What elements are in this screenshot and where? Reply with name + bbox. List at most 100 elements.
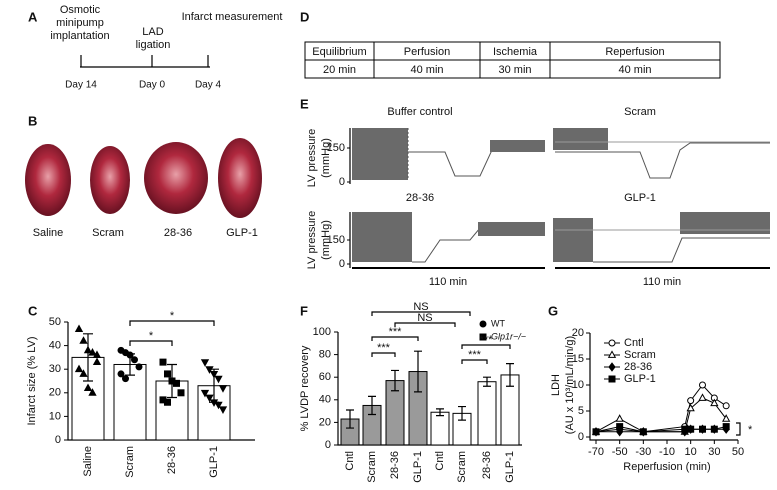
data-point <box>92 357 102 366</box>
data-point <box>88 348 97 356</box>
data-point <box>200 389 210 398</box>
data-point <box>83 345 93 354</box>
y-tick-label: 150 <box>327 142 345 154</box>
panel-label: F <box>300 303 308 318</box>
data-point <box>164 370 171 378</box>
data-point <box>205 394 214 403</box>
y-tick-label: 30 <box>49 363 61 375</box>
significance-bracket <box>371 352 396 357</box>
y-tick-label: 0 <box>339 176 345 188</box>
data-point <box>218 406 228 414</box>
y-tick-label: 5 <box>578 405 584 417</box>
data-point <box>722 402 730 410</box>
panel-label: G <box>548 303 558 318</box>
x-tick-label: GLP-1 <box>208 446 220 478</box>
y-tick-label: 0 <box>339 258 345 270</box>
data-point <box>616 423 624 431</box>
y-tick-label: 20 <box>572 327 584 339</box>
data-point <box>686 403 695 412</box>
x-tick-label: Cntl <box>344 451 356 471</box>
y-tick-label: 80 <box>319 349 331 361</box>
x-tick-label: GLP-1 <box>412 451 424 483</box>
legend-label: GLP-1 <box>624 373 656 385</box>
phase-label: Ischemia <box>493 46 538 58</box>
panel-label: C <box>28 303 38 318</box>
y-tick-label: 50 <box>49 316 61 328</box>
x-tick-label: GLP-1 <box>504 451 516 483</box>
legend-marker <box>607 350 617 358</box>
legend-label: Glp1r−/− <box>491 331 526 341</box>
panel-label: A <box>28 9 38 24</box>
data-point <box>710 425 718 433</box>
significance-label: *** <box>480 334 494 346</box>
significance-bracket <box>461 359 488 364</box>
event-label: LAD <box>142 26 163 38</box>
y-axis-label: (mmHg) <box>320 138 332 178</box>
significance-bracket <box>461 344 511 349</box>
y-axis-label: LV pressure <box>306 129 318 188</box>
data-point <box>117 370 125 378</box>
data-point <box>218 385 228 393</box>
significance-label: NS <box>413 301 428 313</box>
y-axis-label: LV pressure <box>306 211 318 270</box>
data-point <box>615 414 624 422</box>
legend-marker <box>479 320 487 328</box>
significance-label: * <box>170 310 175 322</box>
x-tick-label: Scram <box>366 451 378 483</box>
error-bar <box>391 369 399 392</box>
data-point <box>83 383 93 391</box>
error-bar <box>506 363 514 387</box>
y-tick-label: 20 <box>319 416 331 428</box>
legend-label: WT <box>491 318 505 328</box>
data-line <box>595 384 727 433</box>
data-point <box>126 351 134 359</box>
error-bar <box>346 409 354 429</box>
x-tick-label: -70 <box>588 446 604 458</box>
data-point <box>74 324 84 332</box>
y-axis-label: % LVDP recovery <box>299 345 311 431</box>
heart-image <box>218 138 262 218</box>
data-point <box>699 425 706 433</box>
data-point <box>698 393 707 401</box>
bar <box>430 411 450 446</box>
event-label: minipump <box>56 17 104 29</box>
trace-title: Scram <box>624 106 656 118</box>
event-label: ligation <box>136 39 171 51</box>
legend-label: Cntl <box>624 337 644 349</box>
day-label: Day 4 <box>195 80 222 91</box>
phase-label: Reperfusion <box>605 46 664 58</box>
y-tick-label: 40 <box>49 340 61 352</box>
data-point <box>177 389 185 397</box>
data-point <box>639 428 647 436</box>
group-label: Saline <box>33 227 64 239</box>
x-tick-label: -50 <box>612 446 628 458</box>
significance-bracket <box>129 320 215 326</box>
legend-marker <box>608 339 616 347</box>
y-tick-label: 0 <box>325 439 331 451</box>
significance-bracket <box>394 322 456 327</box>
data-point <box>164 398 171 406</box>
error-bar <box>436 408 444 417</box>
data-point <box>131 356 138 364</box>
phase-label: Perfusion <box>404 46 450 58</box>
y-axis-label: LDH <box>550 374 562 396</box>
y-axis-label: Infarct size (% LV) <box>26 336 38 425</box>
panel-label: B <box>28 113 37 128</box>
data-point <box>722 414 731 422</box>
phase-duration: 30 min <box>498 64 531 76</box>
panel-label: D <box>300 9 309 24</box>
y-tick-label: 0 <box>578 431 584 443</box>
data-point <box>79 369 88 377</box>
phase-duration: 20 min <box>323 64 356 76</box>
legend-marker <box>608 362 616 372</box>
error-bar <box>458 405 466 421</box>
heart-image <box>25 144 71 216</box>
x-tick-label: Scram <box>456 451 468 483</box>
y-axis-label: (AU x 10³/mL/min/g) <box>564 336 576 434</box>
data-point <box>209 371 219 379</box>
bar <box>477 381 497 446</box>
data-point <box>135 363 143 371</box>
event-label: Osmotic <box>60 4 101 16</box>
significance-label: * <box>748 424 753 436</box>
